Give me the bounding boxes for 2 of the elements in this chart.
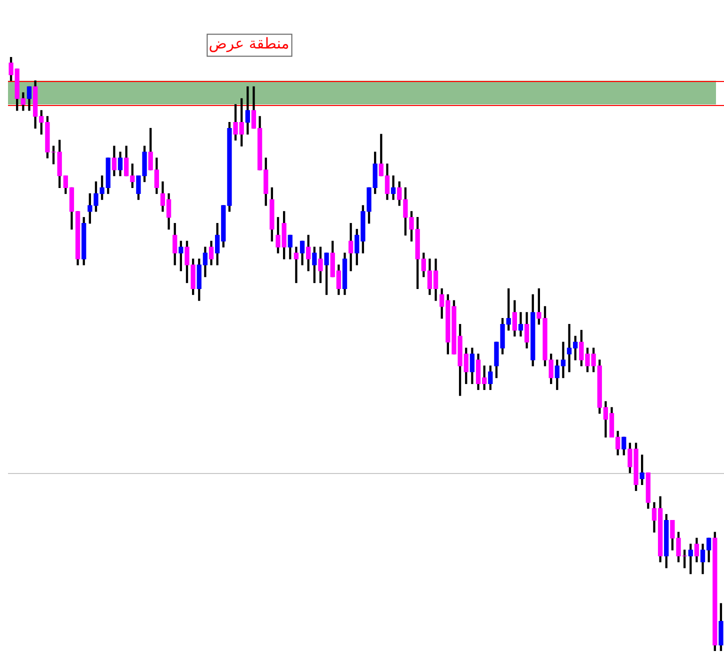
band-label: منطقة عرض <box>208 34 290 53</box>
candlestick <box>294 246 299 284</box>
